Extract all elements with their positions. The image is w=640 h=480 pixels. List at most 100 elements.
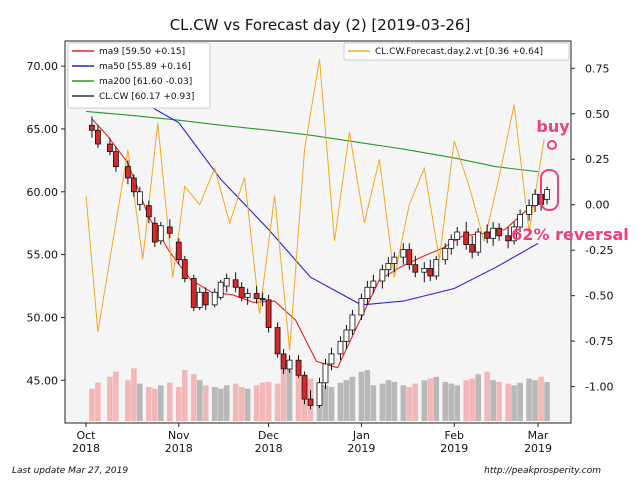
- legend-clcw: CL.CW [60.17 +0.93]: [99, 92, 194, 102]
- candle-body: [349, 314, 356, 331]
- volume-bar: [379, 383, 386, 421]
- volume-bar: [265, 381, 272, 421]
- volume-bar: [328, 387, 335, 421]
- volume-bar: [469, 378, 475, 421]
- volume-bar: [463, 380, 470, 421]
- volume-bar: [131, 368, 137, 421]
- y-right-tick-label: 0.25: [585, 153, 610, 166]
- footer-url: http://peakprosperity.com: [484, 466, 601, 476]
- candle-body: [295, 359, 302, 376]
- x-tick-year-label: 2019: [347, 442, 375, 455]
- volume-bar: [274, 383, 281, 421]
- candle-body: [463, 231, 470, 245]
- x-tick-year-label: 2018: [165, 442, 193, 455]
- volume-bar: [364, 370, 371, 421]
- candle-body: [421, 268, 428, 273]
- volume-bar: [337, 382, 344, 421]
- candle-body: [469, 244, 476, 253]
- candle-body: [280, 353, 287, 370]
- y-left-tick-label: 60.00: [27, 186, 59, 199]
- volume-bar: [391, 381, 398, 421]
- candle-body: [337, 340, 344, 355]
- x-tick-label: Nov: [168, 429, 190, 442]
- volume-bar: [196, 380, 203, 421]
- volume-bar: [125, 380, 131, 421]
- y-left-tick-label: 70.00: [27, 60, 59, 73]
- volume-bar: [421, 380, 428, 421]
- axes: 45.00 50.00 55.00 60.00 65.00 70.00 -1.00 -0.75…: [27, 60, 614, 455]
- volume-bar: [454, 385, 461, 421]
- volume-bar: [217, 388, 224, 421]
- candle-body: [190, 278, 197, 308]
- candle-body: [130, 177, 137, 193]
- legend-ma9: ma9 [59.50 +0.15]: [99, 47, 185, 57]
- volume-bar: [175, 387, 182, 421]
- legend-right: CL.CW.Forecast.day.2.vt [0.36 +0.64]: [343, 42, 570, 61]
- candle-body: [391, 256, 398, 264]
- volume-bar: [400, 385, 407, 421]
- candle-body: [505, 235, 512, 242]
- candle-body: [136, 191, 143, 205]
- volume-bar: [89, 388, 95, 421]
- candle-body: [307, 398, 314, 406]
- volume-bar: [95, 382, 101, 421]
- y-right-tick-label: -1.00: [585, 381, 613, 394]
- y-right-tick-label: -0.50: [585, 290, 613, 303]
- volume-bar: [286, 368, 293, 421]
- volume-bar: [343, 380, 350, 421]
- candle-body: [112, 151, 119, 168]
- volume-bar: [370, 385, 377, 421]
- volume-bar: [517, 382, 523, 421]
- candle-body: [274, 327, 281, 355]
- candle-body: [124, 166, 131, 179]
- candle-body: [259, 298, 266, 301]
- candle-body: [107, 143, 113, 152]
- volume-bar: [152, 388, 158, 421]
- candle-body: [427, 268, 434, 277]
- series-line-CL.CW.Forecast.day.2.vt: [85, 59, 545, 351]
- candle-body: [544, 189, 550, 200]
- volume-bar: [202, 385, 209, 421]
- candle-body: [145, 205, 152, 218]
- candlesticks: [89, 116, 550, 410]
- legend-ma50: ma50 [55.89 +0.16]: [99, 62, 191, 72]
- candle-body: [496, 227, 503, 237]
- volume-bar: [166, 382, 173, 421]
- candle-body: [211, 291, 218, 306]
- candle-body: [316, 382, 323, 406]
- volume-bar: [385, 380, 392, 421]
- candle-body: [322, 363, 329, 384]
- volume-bar: [427, 378, 434, 421]
- y-right-tick-label: 0.75: [585, 62, 610, 75]
- candle-body: [442, 247, 449, 261]
- volume-bar: [181, 370, 188, 421]
- candle-body: [95, 129, 101, 145]
- candle-body: [511, 226, 518, 242]
- candle-body: [328, 353, 335, 365]
- chart-title: CL.CW vs Forecast day (2) [2019-03-26]: [170, 16, 471, 34]
- buy-marker: [547, 140, 557, 150]
- series-line-ma200: [85, 110, 539, 173]
- annotations: buy 62% reversal: [511, 117, 629, 244]
- candle-body: [175, 241, 182, 261]
- candle-body: [385, 263, 392, 271]
- volume-bar: [526, 378, 532, 421]
- volume-bar: [532, 380, 538, 421]
- y-right-tick-label: -0.75: [585, 335, 613, 348]
- candle-body: [286, 359, 293, 370]
- volume-bar: [538, 376, 544, 421]
- y-right-tick-label: 0.00: [585, 199, 610, 212]
- candle-body: [433, 259, 440, 277]
- volume-bar: [238, 387, 245, 421]
- legend-forecast: CL.CW.Forecast.day.2.vt [0.36 +0.64]: [375, 47, 543, 57]
- candle-body: [475, 231, 482, 253]
- candle-body: [400, 249, 407, 258]
- x-tick-label: Oct: [76, 429, 96, 442]
- volume-bar: [433, 376, 440, 421]
- volume-bar: [295, 374, 302, 421]
- candle-body: [454, 231, 461, 240]
- candle-body: [238, 286, 245, 298]
- candle-body: [223, 278, 230, 287]
- volume-bar: [484, 371, 490, 421]
- y-left-tick-label: 55.00: [27, 249, 59, 262]
